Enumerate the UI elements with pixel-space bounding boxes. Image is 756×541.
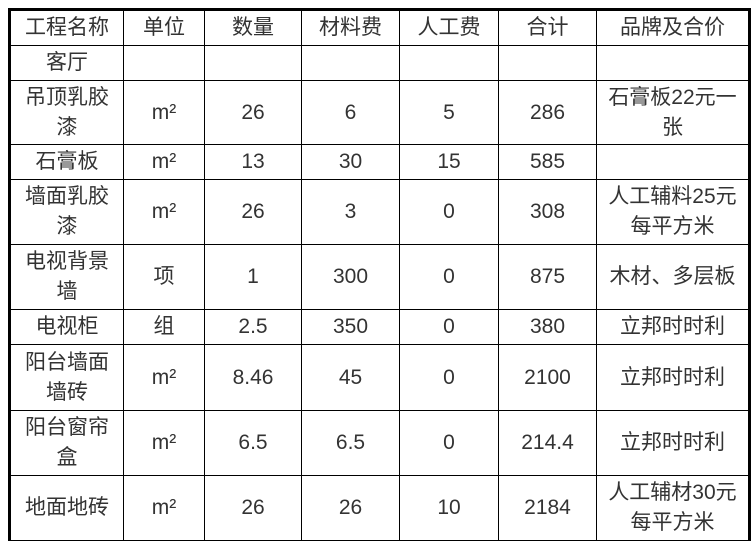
- cell-name: 客厅: [9, 45, 124, 81]
- cell-unit: m²: [123, 475, 205, 541]
- cell-material: 26: [301, 475, 400, 541]
- cell-name: 电视柜: [9, 309, 124, 346]
- table-row: 阳台墙面墙砖 m² 8.46 45 0 2100 立邦时时利: [9, 344, 750, 412]
- cell-labor: 5: [399, 79, 499, 146]
- cell-brand: 人工辅材30元每平方米: [596, 475, 750, 541]
- header-unit: 单位: [123, 9, 205, 46]
- cell-total: 380: [498, 309, 597, 346]
- cell-labor: 0: [399, 179, 499, 246]
- table-row: 阳台窗帘盒 m² 6.5 6.5 0 214.4 立邦时时利: [9, 410, 750, 477]
- cell-labor: 0: [399, 410, 499, 477]
- cell-total: 585: [498, 144, 597, 181]
- cell-material: 6.5: [301, 410, 400, 477]
- cell-name: 吊顶乳胶漆: [9, 79, 124, 146]
- cell-qty: 13: [204, 144, 302, 181]
- cell-material: 30: [301, 144, 400, 181]
- cell-material: 350: [301, 309, 400, 346]
- cell-material: 3: [301, 179, 400, 246]
- cell-unit: 组: [123, 309, 205, 346]
- table-row: 吊顶乳胶漆 m² 26 6 5 286 石膏板22元一张: [9, 79, 750, 146]
- cell-unit: m²: [123, 179, 205, 246]
- cell-labor: 0: [399, 244, 499, 311]
- cell-total: 286: [498, 79, 597, 146]
- cell-qty: [204, 45, 302, 81]
- header-project-name: 工程名称: [9, 9, 124, 46]
- cell-total: 875: [498, 244, 597, 311]
- cell-name: 阳台墙面墙砖: [9, 344, 124, 412]
- cell-name: 墙面乳胶漆: [9, 179, 124, 246]
- header-row: 工程名称 单位 数量 材料费 人工费 合计 品牌及合价: [9, 9, 750, 46]
- cell-name: 石膏板: [9, 144, 124, 181]
- cell-labor: 0: [399, 309, 499, 346]
- cell-labor: [399, 45, 499, 81]
- header-material-cost: 材料费: [301, 9, 400, 46]
- cell-brand: 立邦时时利: [596, 344, 750, 412]
- cell-material: 300: [301, 244, 400, 311]
- table-row: 墙面乳胶漆 m² 26 3 0 308 人工辅料25元每平方米: [9, 179, 750, 246]
- cell-name: 电视背景墙: [9, 244, 124, 311]
- table-row: 电视柜组 2.5 350 0 380 立邦时时利: [9, 309, 750, 346]
- cell-total: 2100: [498, 344, 597, 412]
- cell-unit: 项: [123, 244, 205, 311]
- cell-labor: 15: [399, 144, 499, 181]
- cell-brand: [596, 45, 750, 81]
- cell-material: [301, 45, 400, 81]
- cell-labor: 0: [399, 344, 499, 412]
- cell-total: 2184: [498, 475, 597, 541]
- cell-qty: 8.46: [204, 344, 302, 412]
- header-total: 合计: [498, 9, 597, 46]
- cell-unit: m²: [123, 144, 205, 181]
- cell-unit: [123, 45, 205, 81]
- cell-brand: 木材、多层板: [596, 244, 750, 311]
- cell-unit: m²: [123, 344, 205, 412]
- renovation-cost-table: 工程名称 单位 数量 材料费 人工费 合计 品牌及合价 客厅 吊顶乳胶漆 m² 26 6…: [8, 8, 751, 541]
- table-row: 电视背景墙项 1 300 0 875 木材、多层板: [9, 244, 750, 311]
- cell-qty: 26: [204, 79, 302, 146]
- table-row: 客厅: [9, 45, 750, 81]
- cell-qty: 2.5: [204, 309, 302, 346]
- cell-unit: m²: [123, 79, 205, 146]
- cell-labor: 10: [399, 475, 499, 541]
- cell-qty: 26: [204, 475, 302, 541]
- cell-material: 45: [301, 344, 400, 412]
- cell-brand: 人工辅料25元每平方米: [596, 179, 750, 246]
- cell-brand: 石膏板22元一张: [596, 79, 750, 146]
- cell-total: 214.4: [498, 410, 597, 477]
- cell-brand: 立邦时时利: [596, 410, 750, 477]
- header-brand-price: 品牌及合价: [596, 9, 750, 46]
- cell-name: 地面地砖: [9, 475, 124, 541]
- cell-brand: 立邦时时利: [596, 309, 750, 346]
- cell-brand: [596, 144, 750, 181]
- cell-unit: m²: [123, 410, 205, 477]
- table-row: 石膏板 m² 13 30 15 585: [9, 144, 750, 181]
- cell-material: 6: [301, 79, 400, 146]
- cell-qty: 1: [204, 244, 302, 311]
- table-row: 地面地砖 m² 26 26 10 2184 人工辅材30元每平方米: [9, 475, 750, 541]
- cell-qty: 26: [204, 179, 302, 246]
- cell-name: 阳台窗帘盒: [9, 410, 124, 477]
- cell-total: 308: [498, 179, 597, 246]
- cell-qty: 6.5: [204, 410, 302, 477]
- header-quantity: 数量: [204, 9, 302, 46]
- header-labor-cost: 人工费: [399, 9, 499, 46]
- cell-total: [498, 45, 597, 81]
